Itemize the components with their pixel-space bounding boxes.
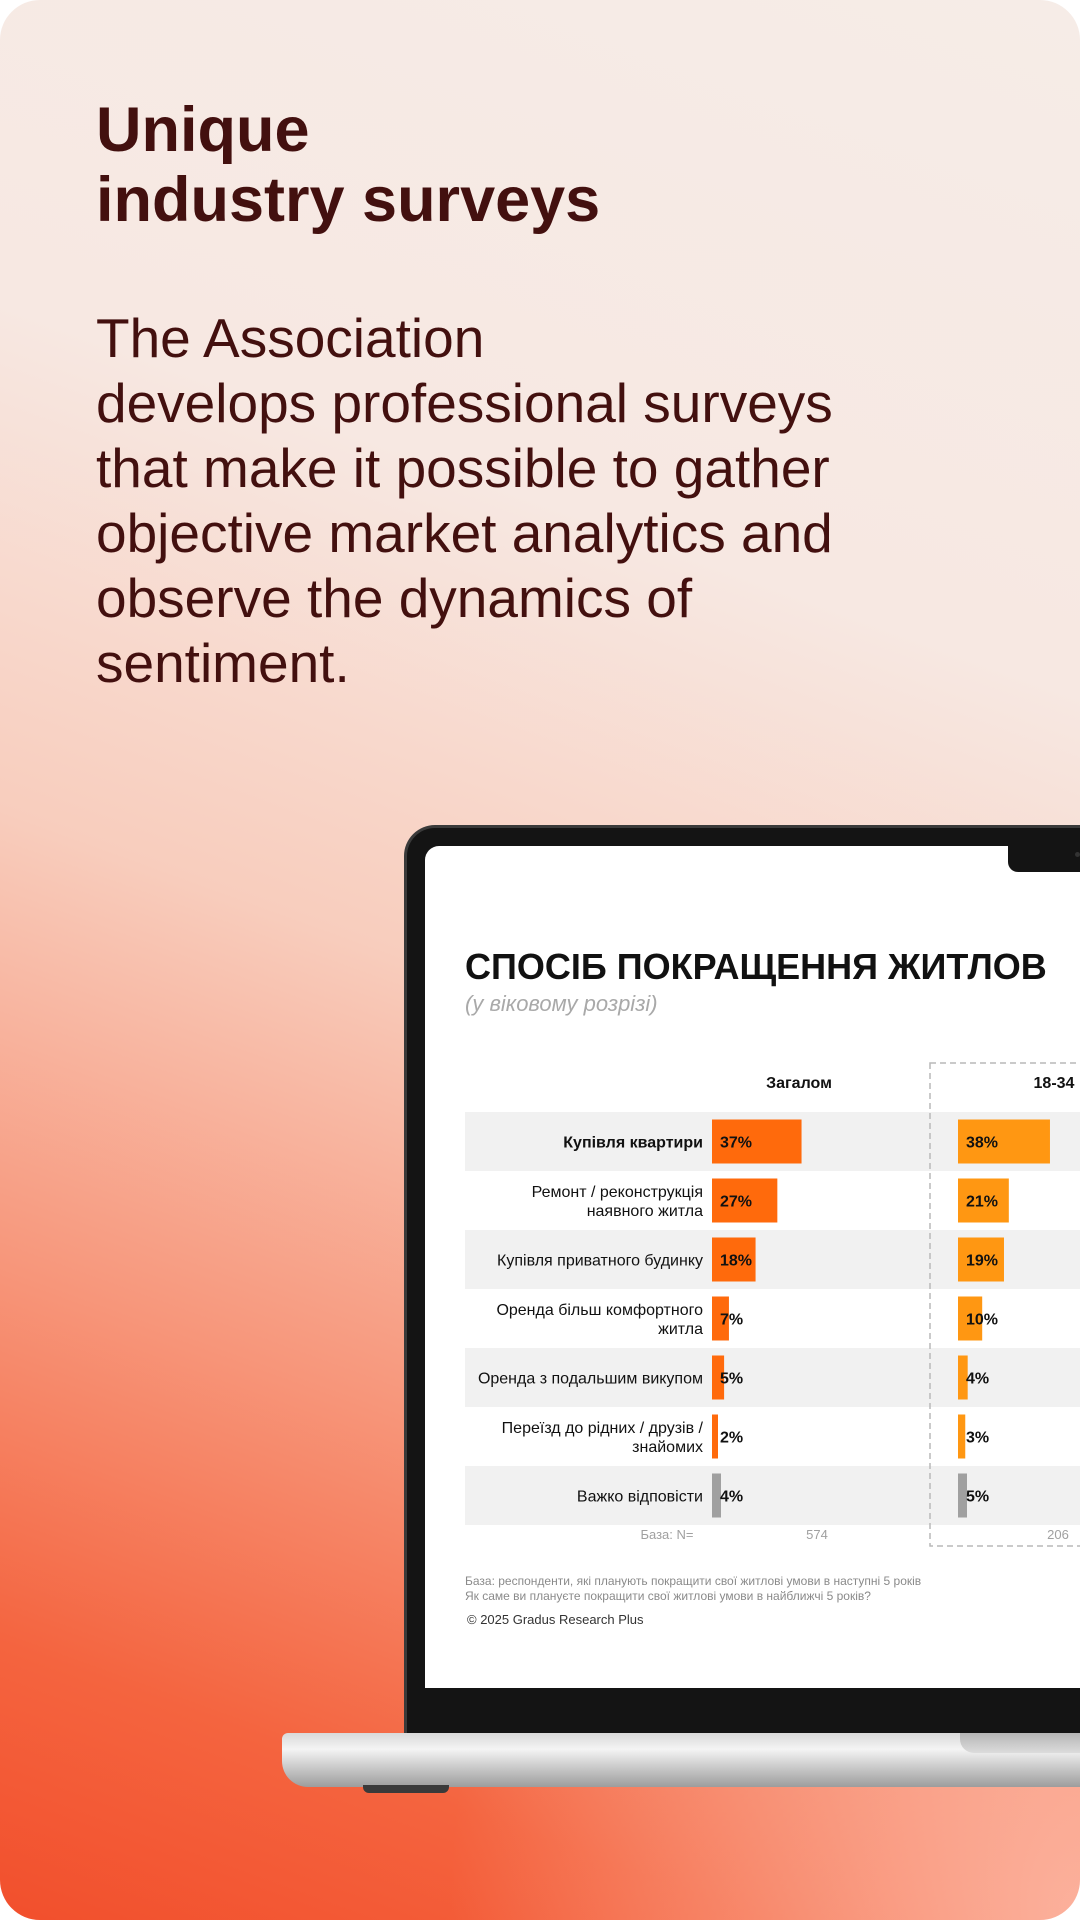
laptop-foot (363, 1785, 449, 1793)
data-label: 5% (966, 1489, 989, 1506)
bar (712, 1178, 778, 1223)
row-stripe (465, 1466, 1080, 1525)
description-line: that make it possible to gather (96, 437, 830, 499)
slide-title: СПОСІБ ПОКРАЩЕННЯ ЖИТЛОВ (465, 946, 1047, 987)
data-label: 7% (720, 1312, 743, 1329)
slide-subtitle: (у віковому розрізі) (465, 991, 658, 1016)
data-label: 21% (966, 1194, 998, 1211)
category-label: житла (658, 1321, 703, 1338)
category-label: наявного житла (587, 1203, 703, 1220)
description-line: objective market analytics and (96, 502, 833, 564)
description-line: observe the dynamics of (96, 567, 693, 629)
chart-viewport: Загалом 37% 27% 18% 7% 5% 2% 4% 574 18-34 38% 21% 19… (425, 846, 1080, 1688)
description: The Association develops professional su… (96, 306, 996, 696)
category-label: Купівля квартири (563, 1135, 703, 1152)
bar (712, 1296, 729, 1341)
bar (958, 1355, 968, 1400)
age-group-frame (929, 1062, 1080, 1547)
category-label: Купівля приватного будинку (497, 1253, 703, 1270)
footnote-question: Як саме ви плануєте покращити свої житло… (465, 1589, 871, 1603)
data-label: 38% (966, 1135, 998, 1152)
bar (958, 1178, 1009, 1223)
bar (712, 1237, 756, 1282)
headline-line-2: industry surveys (96, 165, 601, 235)
bar (712, 1119, 802, 1164)
data-label: 2% (720, 1430, 743, 1447)
base-label: База: N= (640, 1527, 693, 1542)
laptop-base (282, 1733, 1080, 1787)
bar (712, 1355, 725, 1400)
data-label: 18% (720, 1253, 752, 1270)
laptop-base-groove (960, 1733, 1080, 1753)
footnote-base: База: респонденти, які планують покращит… (465, 1574, 922, 1588)
description-line: The Association (96, 307, 485, 369)
data-label: 37% (720, 1135, 752, 1152)
category-label: Ремонт / реконструкція (532, 1184, 703, 1201)
copyright: © 2025 Gradus Research Plus (467, 1612, 644, 1627)
data-label: 3% (966, 1430, 989, 1447)
category-label: Переїзд до рідних / друзів / (502, 1420, 704, 1437)
base-count: 206 (1047, 1527, 1069, 1542)
bar (712, 1473, 721, 1518)
data-label: 27% (720, 1194, 752, 1211)
bar (958, 1296, 983, 1341)
bar (958, 1473, 967, 1518)
base-count: 574 (806, 1527, 828, 1542)
category-label: знайомих (632, 1439, 703, 1456)
laptop-notch (1008, 846, 1080, 872)
category-label: Оренда з подальшим викупом (478, 1371, 703, 1388)
data-label: 10% (966, 1312, 998, 1329)
category-label: Оренда більш комфортного (496, 1302, 703, 1319)
column-header: Загалом (766, 1075, 832, 1092)
bar (958, 1237, 1004, 1282)
bar (958, 1414, 966, 1459)
data-label: 4% (720, 1489, 743, 1506)
survey-bar-chart: Загалом 37% 27% 18% 7% 5% 2% 4% 574 18-34 38% 21% 19… (465, 1062, 1080, 1547)
bar (958, 1119, 1050, 1164)
data-label: 4% (966, 1371, 989, 1388)
category-label: Важко відповісти (577, 1489, 703, 1506)
headline: Unique industry surveys (96, 95, 996, 235)
description-line: sentiment. (96, 632, 350, 694)
description-line: develops professional surveys (96, 372, 833, 434)
column-header: 18-34 (1034, 1075, 1075, 1092)
headline-line-1: Unique (96, 95, 310, 165)
data-label: 19% (966, 1253, 998, 1270)
data-label: 5% (720, 1371, 743, 1388)
row-stripe (465, 1348, 1080, 1407)
bar (712, 1414, 718, 1459)
camera-icon (1075, 852, 1080, 857)
